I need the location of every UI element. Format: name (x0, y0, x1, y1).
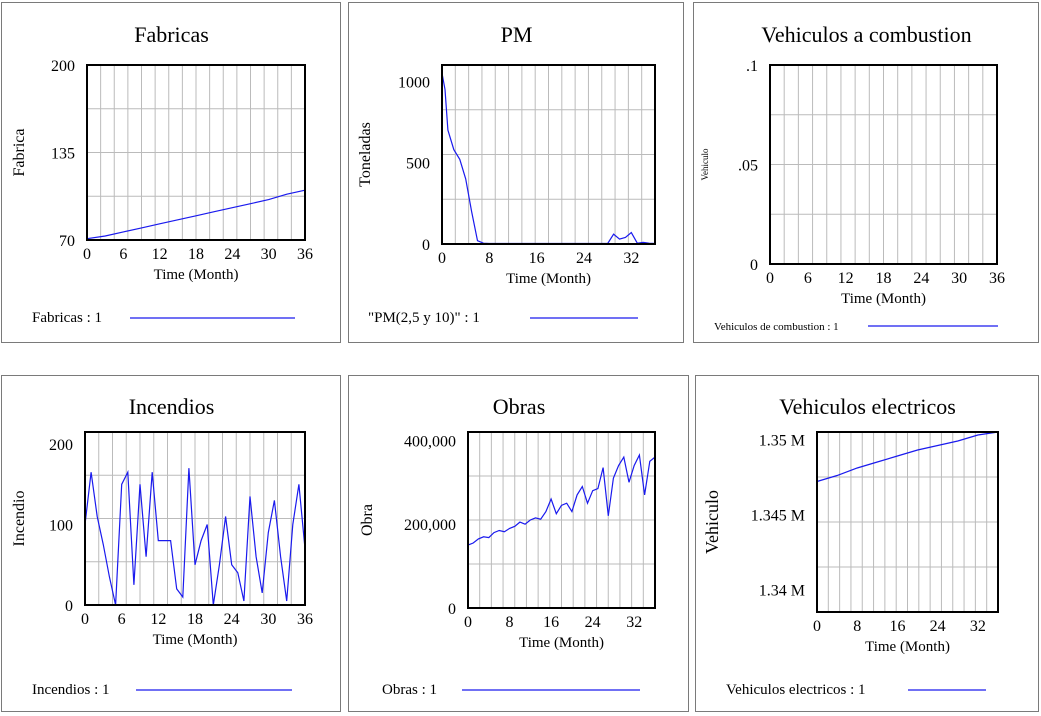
x-tick-label: 12 (152, 246, 168, 263)
chart-panel-4: Incendios 0 6 12 18 24 30 36 0 100 200 Time (Month)… (1, 375, 341, 712)
chart-title: Vehiculos a combustion (761, 22, 971, 47)
chart-panel-3: Vehiculos a combustion 0 6 12 18 24 30 36 0 .05 .1… (693, 2, 1039, 343)
x-axis-label: Time (Month) (153, 632, 238, 648)
y-tick-label: 0 (65, 598, 73, 615)
y-tick-label: 200 (49, 437, 73, 454)
x-tick-label: 8 (506, 614, 514, 631)
chart-panel-1: Fabricas 0 6 12 18 24 30 36 70 135 200 Time (Month)… (1, 2, 341, 343)
chart-panel-6: Vehiculos electricos 0 8 16 24 32 1.34 M 1.345 … (695, 375, 1039, 712)
y-tick-label: 500 (406, 156, 430, 173)
x-tick-label: 24 (913, 270, 929, 287)
x-axis-label: Time (Month) (865, 639, 950, 655)
panel-border (348, 2, 684, 343)
panel-border (1, 2, 341, 343)
x-axis-label: Time (Month) (154, 267, 239, 283)
y-axis-label: Fabrica (11, 129, 28, 177)
x-tick-label: 36 (989, 270, 1005, 287)
y-axis-label: Vehiculo (702, 490, 722, 554)
plot-frame (816, 431, 999, 613)
x-tick-label: 16 (529, 250, 545, 267)
x-tick-label: 36 (297, 246, 313, 263)
y-tick-label: .1 (746, 58, 758, 75)
y-tick-label: 0 (750, 257, 758, 274)
series-line (84, 468, 306, 606)
x-tick-label: 24 (576, 250, 592, 267)
plot-frame (769, 64, 998, 265)
y-tick-label: 1.345 M (751, 508, 805, 525)
legend-label: "PM(2,5 y 10)" : 1 (368, 310, 480, 326)
x-tick-label: 24 (930, 618, 946, 635)
y-tick-label: 200 (51, 58, 75, 75)
y-tick-label: 200,000 (404, 517, 456, 534)
x-tick-label: 0 (438, 250, 446, 267)
x-tick-label: 0 (813, 618, 821, 635)
x-tick-label: 18 (876, 270, 892, 287)
chart-title: Obras (493, 394, 546, 419)
x-tick-label: 24 (224, 611, 240, 628)
y-axis-label: Incendio (11, 491, 28, 547)
chart-title: Fabricas (134, 22, 209, 47)
chart-panel-5: Obras 0 8 16 24 32 0 200,000 400,000 Time (Month)… (348, 375, 689, 712)
panel-border (693, 2, 1039, 343)
x-tick-label: 18 (187, 611, 203, 628)
x-tick-label: 30 (951, 270, 967, 287)
x-tick-label: 6 (118, 611, 126, 628)
chart-title: PM (501, 22, 533, 47)
x-tick-label: 30 (260, 611, 276, 628)
y-tick-label: 1.35 M (759, 433, 805, 450)
chart-title: Vehiculos electricos (779, 394, 956, 419)
x-axis-label: Time (Month) (506, 271, 591, 287)
series-line (816, 431, 999, 483)
x-tick-label: 6 (119, 246, 127, 263)
x-tick-label: 6 (804, 270, 812, 287)
x-axis-label: Time (Month) (841, 291, 926, 307)
plot-frame (467, 431, 656, 609)
x-tick-label: 0 (766, 270, 774, 287)
y-tick-label: 1.34 M (759, 583, 805, 600)
x-tick-label: 0 (81, 611, 89, 628)
plot-frame (441, 64, 656, 245)
panel-border (348, 375, 689, 712)
x-tick-label: 30 (261, 246, 277, 263)
x-tick-label: 0 (464, 614, 472, 631)
y-tick-label: 1000 (398, 74, 430, 91)
chart-panel-2: PM 0 8 16 24 32 0 500 1000 Time (Month) Toneladas "… (348, 2, 684, 343)
y-axis-label: Obra (359, 504, 376, 536)
y-axis-label: Toneladas (357, 122, 374, 187)
x-tick-label: 24 (585, 614, 601, 631)
plot-frame (86, 64, 306, 241)
plot-frame (84, 431, 306, 606)
series-line (467, 452, 656, 546)
x-tick-label: 12 (150, 611, 166, 628)
x-tick-label: 32 (626, 614, 642, 631)
x-tick-label: 8 (485, 250, 493, 267)
x-tick-label: 18 (188, 246, 204, 263)
legend-label: Incendios : 1 (32, 682, 109, 698)
y-tick-label: 0 (422, 237, 430, 254)
y-axis-label: Vehiculo (700, 148, 710, 180)
y-tick-label: 100 (49, 518, 73, 535)
y-tick-label: .05 (738, 158, 758, 175)
legend-label: Vehiculos electricos : 1 (726, 682, 866, 698)
x-tick-label: 16 (889, 618, 905, 635)
legend-label: Obras : 1 (382, 682, 437, 698)
y-tick-label: 135 (51, 146, 75, 163)
y-tick-label: 400,000 (404, 433, 456, 450)
x-tick-label: 36 (297, 611, 313, 628)
legend-label: Vehiculos de combustion : 1 (714, 321, 839, 333)
x-tick-label: 8 (853, 618, 861, 635)
x-tick-label: 24 (224, 246, 240, 263)
y-tick-label: 70 (59, 233, 75, 250)
legend-label: Fabricas : 1 (32, 310, 102, 326)
x-axis-label: Time (Month) (519, 635, 604, 651)
x-tick-label: 32 (623, 250, 639, 267)
chart-title: Incendios (129, 394, 215, 419)
x-tick-label: 12 (838, 270, 854, 287)
y-tick-label: 0 (448, 601, 456, 618)
x-tick-label: 16 (543, 614, 559, 631)
x-tick-label: 32 (970, 618, 986, 635)
x-tick-label: 0 (83, 246, 91, 263)
series-line (86, 189, 306, 240)
